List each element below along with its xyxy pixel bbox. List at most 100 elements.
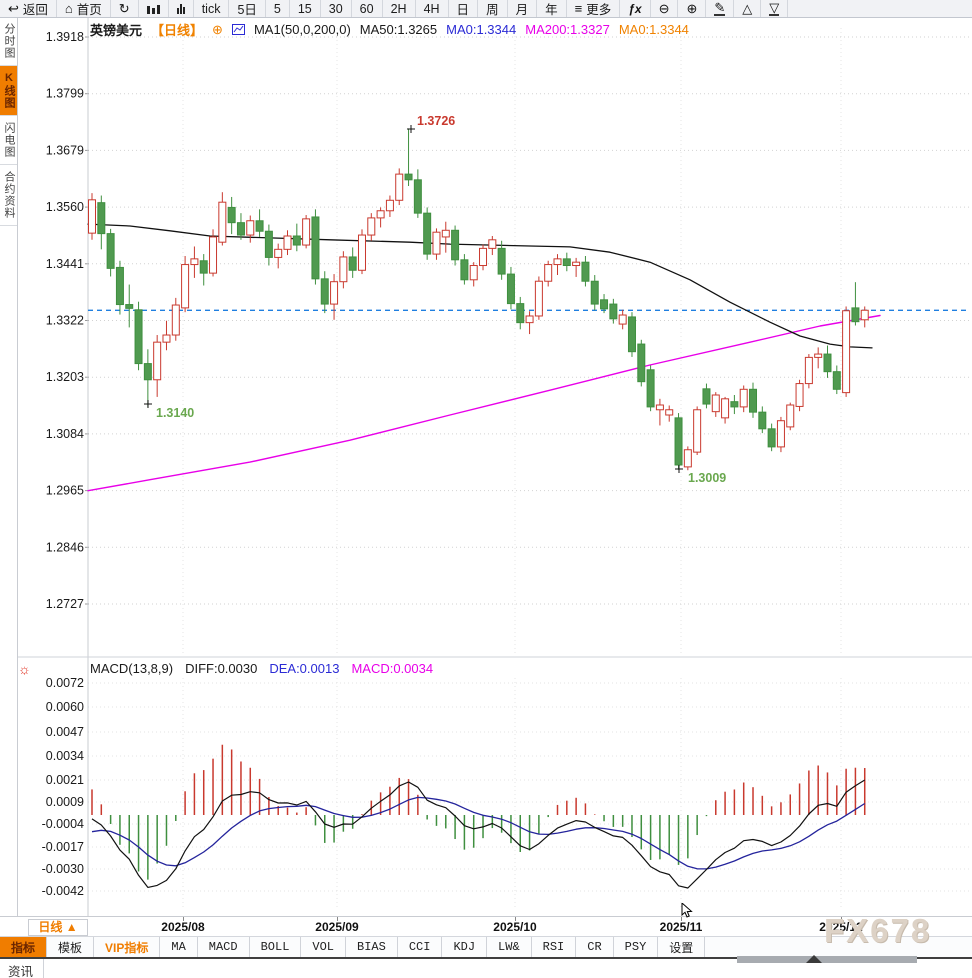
period-label: 【日线】 <box>151 23 204 38</box>
tab-news[interactable]: 资讯 <box>0 959 45 978</box>
indicator-tab-kdj[interactable]: KDJ <box>442 937 488 957</box>
toolbar-item-label: 15 <box>297 1 312 16</box>
svg-text:0.0034: 0.0034 <box>46 749 84 763</box>
refresh-icon: ↻ <box>118 1 130 16</box>
indicator-tab-cr[interactable]: CR <box>576 937 614 957</box>
svg-text:1.3726: 1.3726 <box>417 114 455 128</box>
indicator-tab-macd[interactable]: MACD <box>198 937 250 957</box>
toolbar-item-volume[interactable] <box>169 0 194 17</box>
toolbar-item-home[interactable]: ⌂ 首页 <box>57 0 111 17</box>
svg-text:-0.0030: -0.0030 <box>42 862 84 876</box>
svg-text:0.0047: 0.0047 <box>46 725 84 739</box>
symbol-name: 英镑美元 <box>90 23 143 38</box>
toolbar-item-kline-chart[interactable] <box>139 0 169 17</box>
toolbar-item-year[interactable]: 年 <box>537 0 567 17</box>
home-icon: ⌂ <box>64 1 73 16</box>
ma-settings-label: MA1(50,0,200,0) <box>253 22 351 37</box>
svg-text:0.0021: 0.0021 <box>46 773 84 787</box>
add-indicator-icon[interactable]: ⊕ <box>212 21 223 37</box>
chart-legend: 英镑美元 【日线】 ⊕ MA1(50,0,200,0) MA50:1.3265 … <box>90 20 689 39</box>
toolbar-item-5d[interactable]: 5日 <box>229 0 266 17</box>
indicator-tab-vol[interactable]: VOL <box>301 937 347 957</box>
svg-text:0.0009: 0.0009 <box>46 795 84 809</box>
toolbar-item-triangle-up[interactable]: △ <box>734 0 762 17</box>
indicator-tab-vip指标[interactable]: VIP指标 <box>94 937 161 957</box>
toolbar-item-5[interactable]: 5 <box>266 0 290 17</box>
period-selector-button[interactable]: 日线 ▲ <box>28 919 88 936</box>
x-axis-tick <box>681 917 682 921</box>
indicator-settings-icon[interactable]: ☼ <box>18 661 31 677</box>
toolbar-item-label: 返回 <box>22 3 48 17</box>
svg-text:1.3799: 1.3799 <box>46 87 84 101</box>
chart-scrollbar[interactable] <box>737 956 917 963</box>
svg-text:1.3009: 1.3009 <box>688 471 726 485</box>
indicator-tab-psy[interactable]: PSY <box>614 937 659 957</box>
toolbar-item-label: 5日 <box>237 3 257 17</box>
toolbar-item-day[interactable]: 日 <box>449 0 479 17</box>
toolbar-item-zoom-in[interactable]: ⊕ <box>678 0 707 17</box>
macd-header: MACD(13,8,9) DIFF:0.0030 DEA:0.0013 MACD… <box>90 661 433 676</box>
toolbar-item-month[interactable]: 月 <box>508 0 538 17</box>
triangle-down-icon: ▽ <box>769 0 780 16</box>
toolbar-item-15[interactable]: 15 <box>290 0 321 17</box>
svg-text:1.3203: 1.3203 <box>46 370 84 384</box>
toolbar-item-zoom-out[interactable]: ⊖ <box>651 0 679 17</box>
toolbar-item-30[interactable]: 30 <box>321 0 352 17</box>
kline-chart-icon <box>146 4 160 14</box>
macd-dea-value: DEA:0.0013 <box>269 661 340 676</box>
zoom-in-icon: ⊕ <box>686 1 698 16</box>
toolbar-item-label: 30 <box>328 1 343 16</box>
indicator-tab-cci[interactable]: CCI <box>398 937 443 957</box>
svg-text:1.3441: 1.3441 <box>46 257 84 271</box>
svg-text:1.3560: 1.3560 <box>46 200 84 214</box>
toolbar-item-2h[interactable]: 2H <box>383 0 416 17</box>
toolbar-item-back[interactable]: ↩ 返回 <box>0 0 57 17</box>
indicator-tab-设置[interactable]: 设置 <box>658 937 706 957</box>
svg-text:0.0060: 0.0060 <box>46 700 84 714</box>
svg-text:-0.0004: -0.0004 <box>42 817 84 831</box>
toolbar-item-triangle-down[interactable]: ▽ <box>761 0 789 17</box>
toolbar-item-more[interactable]: ≡ 更多 <box>567 0 621 17</box>
news-strip: 资讯 <box>0 959 972 978</box>
svg-text:-0.0042: -0.0042 <box>42 884 84 898</box>
indicator-tab-boll[interactable]: BOLL <box>250 937 302 957</box>
toolbar-item-draw[interactable]: ✎ <box>706 0 735 17</box>
svg-text:-0.0017: -0.0017 <box>42 840 84 854</box>
sidebar-tab-lightning-chart[interactable]: 闪电图 <box>0 116 17 165</box>
indicator-tab-指标[interactable]: 指标 <box>0 937 48 957</box>
indicator-tab-rsi[interactable]: RSI <box>532 937 577 957</box>
indicator-tab-ma[interactable]: MA <box>160 937 198 957</box>
svg-text:1.3918: 1.3918 <box>46 30 84 44</box>
toolbar-item-label: 年 <box>545 3 558 17</box>
toolbar-item-4h[interactable]: 4H <box>416 0 449 17</box>
svg-text:1.2727: 1.2727 <box>46 597 84 611</box>
macd-macd-value: MACD:0.0034 <box>351 661 434 676</box>
ma0-orange-value: MA0:1.3344 <box>618 22 689 37</box>
zoom-out-icon: ⊖ <box>658 1 670 16</box>
svg-text:1.3322: 1.3322 <box>46 314 84 328</box>
toolbar-item-refresh[interactable]: ↻ <box>111 0 139 17</box>
ma200-value: MA200:1.3327 <box>525 22 610 37</box>
toolbar-item-tick[interactable]: tick <box>194 0 230 17</box>
toolbar-item-label: 周 <box>486 3 499 17</box>
x-axis-tick <box>337 917 338 921</box>
svg-text:1.2965: 1.2965 <box>46 484 84 498</box>
toolbar-item-fx[interactable]: ƒx <box>620 0 651 17</box>
toolbar-item-week[interactable]: 周 <box>478 0 508 17</box>
macd-title: MACD(13,8,9) <box>90 661 174 676</box>
scrollbar-arrow-icon[interactable] <box>806 955 822 963</box>
indicator-tab-lw&[interactable]: LW& <box>487 937 532 957</box>
indicator-tab-bias[interactable]: BIAS <box>346 937 398 957</box>
sidebar-tab-time-chart[interactable]: 分时图 <box>0 17 17 66</box>
toolbar-item-label: 更多 <box>586 3 612 17</box>
toolbar-item-60[interactable]: 60 <box>352 0 383 17</box>
indicator-tab-模板[interactable]: 模板 <box>47 937 95 957</box>
svg-text:1.2846: 1.2846 <box>46 540 84 554</box>
chart-type-sidebar: 分时图 K线图 闪电图 合约资料 <box>0 17 18 916</box>
toolbar-item-label: 4H <box>423 1 440 16</box>
sidebar-tab-contract-info[interactable]: 合约资料 <box>0 165 17 226</box>
sidebar-tab-kline-chart[interactable]: K线图 <box>0 66 17 116</box>
draw-icon: ✎ <box>714 0 726 16</box>
